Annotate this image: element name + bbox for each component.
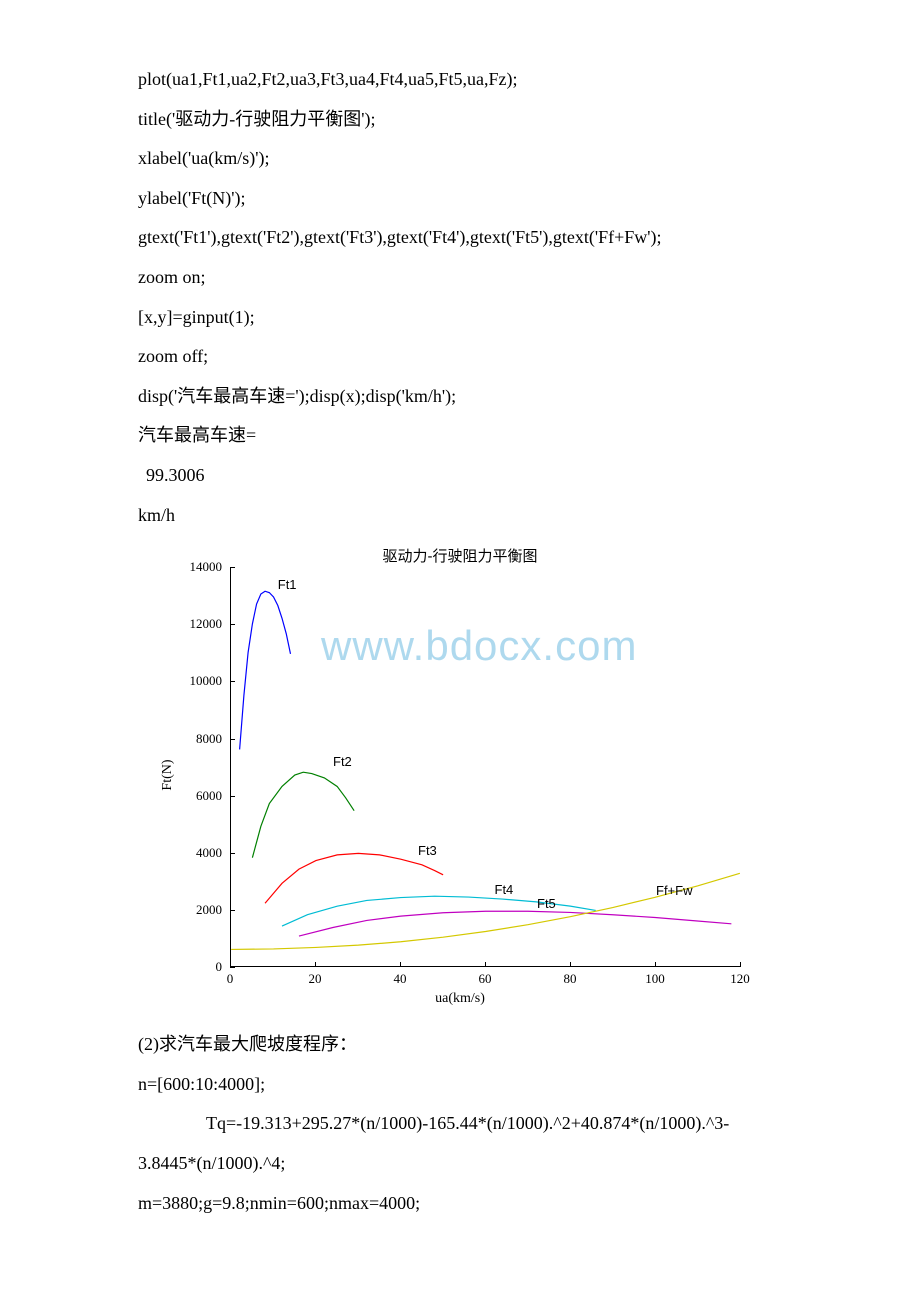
xtick-label: 40 [394, 971, 407, 987]
ytick-label: 6000 [160, 788, 222, 804]
code-line: (2)求汽车最大爬坡度程序： [70, 1025, 850, 1065]
chart-ylabel: Ft(N) [160, 760, 176, 791]
code-line: 99.3006 [70, 456, 850, 496]
chart-curves [231, 567, 740, 966]
code-line: Tq=-19.313+295.27*(n/1000)-165.44*(n/100… [70, 1104, 850, 1183]
ytick-label: 10000 [160, 673, 222, 689]
code-line: n=[600:10:4000]; [70, 1065, 850, 1105]
after-code-block: (2)求汽车最大爬坡度程序：n=[600:10:4000];Tq=-19.313… [70, 1025, 850, 1223]
code-line: zoom on; [70, 258, 850, 298]
code-line: gtext('Ft1'),gtext('Ft2'),gtext('Ft3'),g… [70, 218, 850, 258]
code-block: plot(ua1,Ft1,ua2,Ft2,ua3,Ft3,ua4,Ft4,ua5… [70, 60, 850, 535]
chart-container: 驱动力-行驶阻力平衡图 Ft(N) 0 2000 4000 6000 8000 10000… [70, 545, 850, 1005]
ytick-label: 14000 [160, 559, 222, 575]
xtick-label: 20 [309, 971, 322, 987]
code-line: zoom off; [70, 337, 850, 377]
ytick-label: 2000 [160, 902, 222, 918]
chart-title: 驱动力-行驶阻力平衡图 [160, 545, 760, 566]
ytick-mark [230, 967, 235, 968]
code-line: title('驱动力-行驶阻力平衡图'); [70, 100, 850, 140]
xtick-label: 120 [730, 971, 750, 987]
series-label: Ft3 [418, 843, 437, 858]
xtick-label: 80 [564, 971, 577, 987]
xtick-label: 100 [645, 971, 665, 987]
ytick-label: 8000 [160, 731, 222, 747]
ytick-label: 0 [160, 959, 222, 975]
code-line: plot(ua1,Ft1,ua2,Ft2,ua3,Ft3,ua4,Ft4,ua5… [70, 60, 850, 100]
document-page: plot(ua1,Ft1,ua2,Ft2,ua3,Ft3,ua4,Ft4,ua5… [0, 0, 920, 1263]
ytick-label: 4000 [160, 845, 222, 861]
xtick-label: 60 [479, 971, 492, 987]
code-line: m=3880;g=9.8;nmin=600;nmax=4000; [70, 1184, 850, 1224]
code-line: 汽车最高车速= [70, 416, 850, 456]
series-label: Ft5 [537, 896, 556, 911]
series-Ft1 [240, 591, 291, 749]
code-line: ylabel('Ft(N)'); [70, 179, 850, 219]
series-Ft3 [265, 854, 443, 904]
chart: 驱动力-行驶阻力平衡图 Ft(N) 0 2000 4000 6000 8000 10000… [160, 545, 760, 1005]
xtick-label: 0 [227, 971, 234, 987]
series-label: Ft4 [495, 882, 514, 897]
code-line: [x,y]=ginput(1); [70, 298, 850, 338]
series-Ft5 [299, 911, 731, 936]
plot-area: www.bdocx.com Ft1Ft2Ft3Ft4Ft5Ff+Fw [230, 567, 740, 967]
series-label: Ft2 [333, 754, 352, 769]
xtick-mark [740, 962, 741, 967]
chart-xlabel: ua(km/s) [160, 991, 760, 1007]
code-line: km/h [70, 496, 850, 536]
ytick-label: 12000 [160, 616, 222, 632]
series-label: Ff+Fw [656, 883, 692, 898]
series-label: Ft1 [278, 577, 297, 592]
series-Ft2 [252, 772, 354, 857]
code-line: xlabel('ua(km/s)'); [70, 139, 850, 179]
code-line: disp('汽车最高车速=');disp(x);disp('km/h'); [70, 377, 850, 417]
